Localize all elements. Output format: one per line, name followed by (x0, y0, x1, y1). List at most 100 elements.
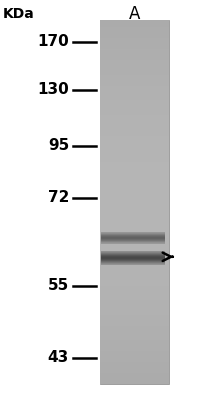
Bar (100, 155, 169, 158)
Bar (100, 238, 169, 242)
Bar (100, 96, 169, 100)
Bar (100, 228, 169, 231)
Text: A: A (129, 5, 140, 23)
Bar (100, 340, 169, 344)
Bar (100, 330, 169, 333)
Bar (100, 271, 169, 275)
Bar (100, 82, 169, 86)
Bar (100, 366, 169, 370)
Bar (100, 260, 169, 264)
Bar (100, 180, 169, 184)
Bar (100, 282, 169, 286)
Bar (100, 67, 169, 71)
Bar (100, 31, 169, 34)
Bar (100, 111, 169, 115)
Bar (100, 220, 169, 224)
Bar (100, 297, 169, 300)
Bar (100, 184, 169, 188)
Bar (100, 377, 169, 380)
Bar (100, 275, 169, 278)
Bar (100, 147, 169, 151)
Bar (100, 53, 169, 56)
Text: KDa: KDa (2, 7, 34, 21)
Bar (100, 158, 169, 162)
Bar (100, 337, 169, 340)
Bar (100, 71, 169, 74)
Bar (100, 264, 169, 268)
Bar (100, 100, 169, 104)
Bar (100, 133, 169, 136)
Text: 170: 170 (37, 34, 69, 50)
Bar (100, 373, 169, 377)
Bar (100, 78, 169, 82)
Bar (100, 242, 169, 246)
Bar (100, 253, 169, 257)
Bar (100, 293, 169, 297)
Bar (100, 86, 169, 89)
Bar (100, 46, 169, 49)
Bar (100, 370, 169, 373)
Bar (100, 56, 169, 60)
Bar (100, 49, 169, 53)
Bar (100, 224, 169, 228)
Bar (100, 308, 169, 311)
Bar (100, 362, 169, 366)
Bar (100, 34, 169, 38)
Bar (100, 304, 169, 308)
Bar (100, 173, 169, 176)
Bar (100, 216, 169, 220)
Bar (100, 380, 169, 384)
Bar (100, 249, 169, 253)
Bar (100, 355, 169, 358)
Bar (100, 206, 169, 209)
Bar (100, 318, 169, 322)
Text: 130: 130 (37, 82, 69, 98)
Bar (100, 74, 169, 78)
Bar (100, 89, 169, 93)
Bar (100, 191, 169, 195)
Bar (100, 126, 169, 129)
Bar (100, 322, 169, 326)
Bar (100, 311, 169, 315)
Bar (100, 195, 169, 198)
Bar (100, 348, 169, 351)
Bar (100, 289, 169, 293)
Bar (100, 118, 169, 122)
Bar (100, 344, 169, 348)
Bar (100, 144, 169, 147)
Bar (100, 235, 169, 238)
Bar (100, 24, 169, 27)
Bar (100, 129, 169, 133)
Bar (100, 358, 169, 362)
Bar (100, 246, 169, 249)
Text: 43: 43 (48, 350, 69, 366)
Text: 55: 55 (48, 278, 69, 294)
Bar (100, 104, 169, 107)
Bar (100, 213, 169, 216)
Bar (100, 162, 169, 166)
Bar (100, 351, 169, 355)
Bar (100, 166, 169, 169)
Bar (100, 115, 169, 118)
Bar (100, 231, 169, 235)
Bar (100, 64, 169, 67)
Bar (100, 151, 169, 155)
Bar (100, 122, 169, 126)
Bar (100, 176, 169, 180)
Bar (100, 38, 169, 42)
Bar (100, 140, 169, 144)
Bar (100, 60, 169, 64)
Bar (100, 268, 169, 271)
Text: 95: 95 (48, 138, 69, 154)
Bar (100, 136, 169, 140)
Bar (100, 20, 169, 24)
FancyBboxPatch shape (100, 20, 169, 384)
Bar (100, 42, 169, 46)
Bar (100, 278, 169, 282)
Bar (100, 198, 169, 202)
Bar (100, 107, 169, 111)
Bar (100, 169, 169, 173)
Bar (100, 315, 169, 318)
Text: 72: 72 (48, 190, 69, 206)
Bar (100, 202, 169, 206)
